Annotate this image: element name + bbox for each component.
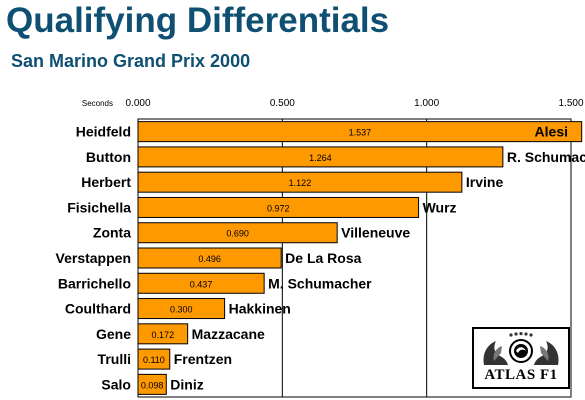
- category-label: Salo: [101, 376, 131, 392]
- value-label: 0.300: [170, 305, 193, 315]
- bar-end-label: Villeneuve: [341, 225, 410, 241]
- logo-text: ATLAS F1: [484, 367, 558, 383]
- bar: [137, 272, 265, 294]
- value-label: 0.172: [152, 330, 175, 340]
- x-tick-label: 0.500: [270, 98, 295, 109]
- value-label: 0.098: [141, 380, 164, 390]
- atlas-f1-logo: ATLAS F1: [472, 327, 570, 389]
- category-label: Heidfeld: [76, 124, 131, 140]
- x-tick-label: 0.000: [125, 98, 150, 109]
- category-label: Herbert: [81, 174, 131, 190]
- bar: [137, 247, 282, 269]
- bar-end-label: Irvine: [466, 174, 504, 190]
- bar: [137, 323, 189, 345]
- value-label: 1.122: [289, 178, 312, 188]
- bar-end-label: Frentzen: [174, 351, 232, 367]
- x-tick-label: 1.000: [414, 98, 439, 109]
- bar: [137, 121, 583, 143]
- bar: [137, 348, 171, 370]
- bar: [137, 222, 338, 244]
- chart-title: Qualifying Differentials: [6, 1, 390, 40]
- bar-end-label: Diniz: [170, 376, 203, 392]
- crest-icon: [483, 332, 559, 365]
- category-label: Verstappen: [56, 250, 131, 266]
- chart-subtitle: San Marino Grand Prix 2000: [11, 51, 251, 71]
- x-tick-label: 1.500: [558, 98, 583, 109]
- bar-end-label: De La Rosa: [285, 250, 361, 266]
- value-label: 0.690: [226, 229, 249, 239]
- bar-end-label: Hakkinen: [229, 301, 291, 317]
- bar-end-label: Mazzacane: [192, 326, 265, 342]
- category-label: Trulli: [98, 351, 131, 367]
- bar: [137, 196, 420, 218]
- category-label: Fisichella: [67, 199, 131, 215]
- value-label: 0.110: [143, 355, 165, 365]
- category-label: Gene: [96, 326, 131, 342]
- bar: [137, 298, 226, 320]
- category-label: Coulthard: [65, 301, 131, 317]
- category-label: Zonta: [93, 225, 131, 241]
- category-label: Button: [86, 149, 131, 165]
- bar: [137, 171, 463, 193]
- value-label: 1.537: [349, 128, 372, 138]
- bar-end-label: Alesi: [535, 124, 568, 140]
- bar: [137, 373, 167, 395]
- value-label: 0.972: [267, 203, 290, 213]
- value-label: 0.496: [198, 254, 221, 264]
- category-label: Barrichello: [58, 275, 131, 291]
- value-label: 1.264: [309, 153, 332, 163]
- bar: [137, 146, 504, 168]
- bar-end-label: R. Schumacher: [507, 149, 585, 165]
- value-label: 0.437: [190, 279, 213, 289]
- bar-end-label: Wurz: [423, 199, 457, 215]
- x-axis-label: Seconds: [82, 99, 113, 108]
- bar-end-label: M. Schumacher: [268, 275, 372, 291]
